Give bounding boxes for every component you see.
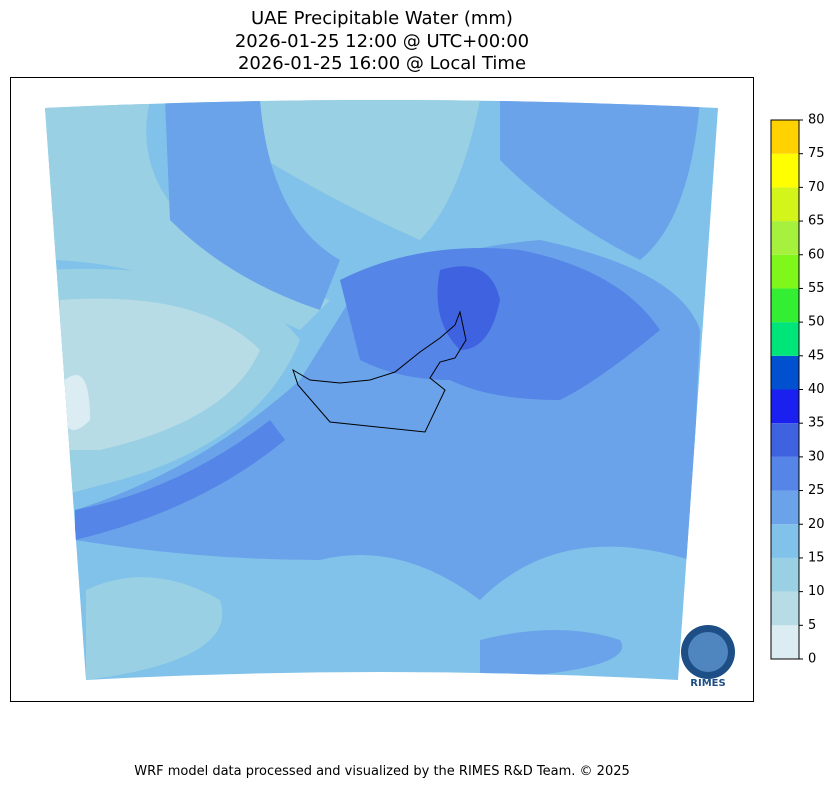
colorbar-tick-label: 55 bbox=[808, 281, 825, 296]
logo-inner bbox=[688, 632, 728, 672]
colorbar-segment bbox=[771, 355, 799, 390]
title-line: UAE Precipitable Water (mm) bbox=[251, 8, 513, 29]
colorbar-segment bbox=[771, 524, 799, 558]
colorbar-segment bbox=[771, 423, 799, 457]
colorbar-tick-label: 15 bbox=[808, 550, 825, 565]
colorbar-segment bbox=[771, 288, 799, 323]
logo-text: RIMES bbox=[690, 678, 725, 689]
colorbar-tick-label: 5 bbox=[808, 618, 816, 633]
colorbar-segment bbox=[771, 254, 799, 289]
colorbar-segment bbox=[771, 625, 799, 659]
map-field bbox=[45, 100, 718, 680]
colorbar-tick-label: 60 bbox=[808, 247, 825, 262]
title-line: 2026-01-25 16:00 @ Local Time bbox=[238, 53, 526, 74]
colorbar-segment bbox=[771, 120, 799, 154]
colorbar-tick-label: 10 bbox=[808, 584, 825, 599]
colorbar-segment bbox=[771, 187, 799, 222]
colorbar-segment bbox=[771, 389, 799, 424]
logo: RIMES bbox=[681, 625, 735, 689]
colorbar-tick-label: 40 bbox=[808, 382, 825, 397]
title-line: 2026-01-25 12:00 @ UTC+00:00 bbox=[235, 31, 529, 52]
colorbar-segment bbox=[771, 153, 799, 188]
colorbar-tick-label: 45 bbox=[808, 348, 825, 363]
colorbar-segment bbox=[771, 456, 799, 491]
colorbar-tick-label: 30 bbox=[808, 449, 825, 464]
colorbar-tick-label: 80 bbox=[808, 113, 825, 128]
colorbar-segment bbox=[771, 490, 799, 525]
colorbar: 0 5 10 15 20 25 30 35 40 45 50 55 60 65 70 75 80 bbox=[770, 113, 825, 667]
colorbar-tick-label: 70 bbox=[808, 180, 825, 195]
colorbar-tick-label: 20 bbox=[808, 517, 825, 532]
colorbar-segment bbox=[771, 221, 799, 255]
map-frame bbox=[10, 77, 754, 702]
colorbar-tick-label: 65 bbox=[808, 214, 825, 229]
colorbar-tick-label: 25 bbox=[808, 483, 825, 498]
colorbar-segment bbox=[771, 322, 799, 356]
colorbar-tick-label: 0 bbox=[808, 652, 816, 667]
colorbar-segment bbox=[771, 591, 799, 626]
uae-outline bbox=[292, 310, 467, 433]
credit: WRF model data processed and visualized … bbox=[134, 764, 630, 779]
colorbar-tick-label: 75 bbox=[808, 146, 825, 161]
colorbar-tick-label: 50 bbox=[808, 315, 825, 330]
colorbar-segment bbox=[771, 557, 799, 592]
colorbar-tick-label: 35 bbox=[808, 416, 825, 431]
